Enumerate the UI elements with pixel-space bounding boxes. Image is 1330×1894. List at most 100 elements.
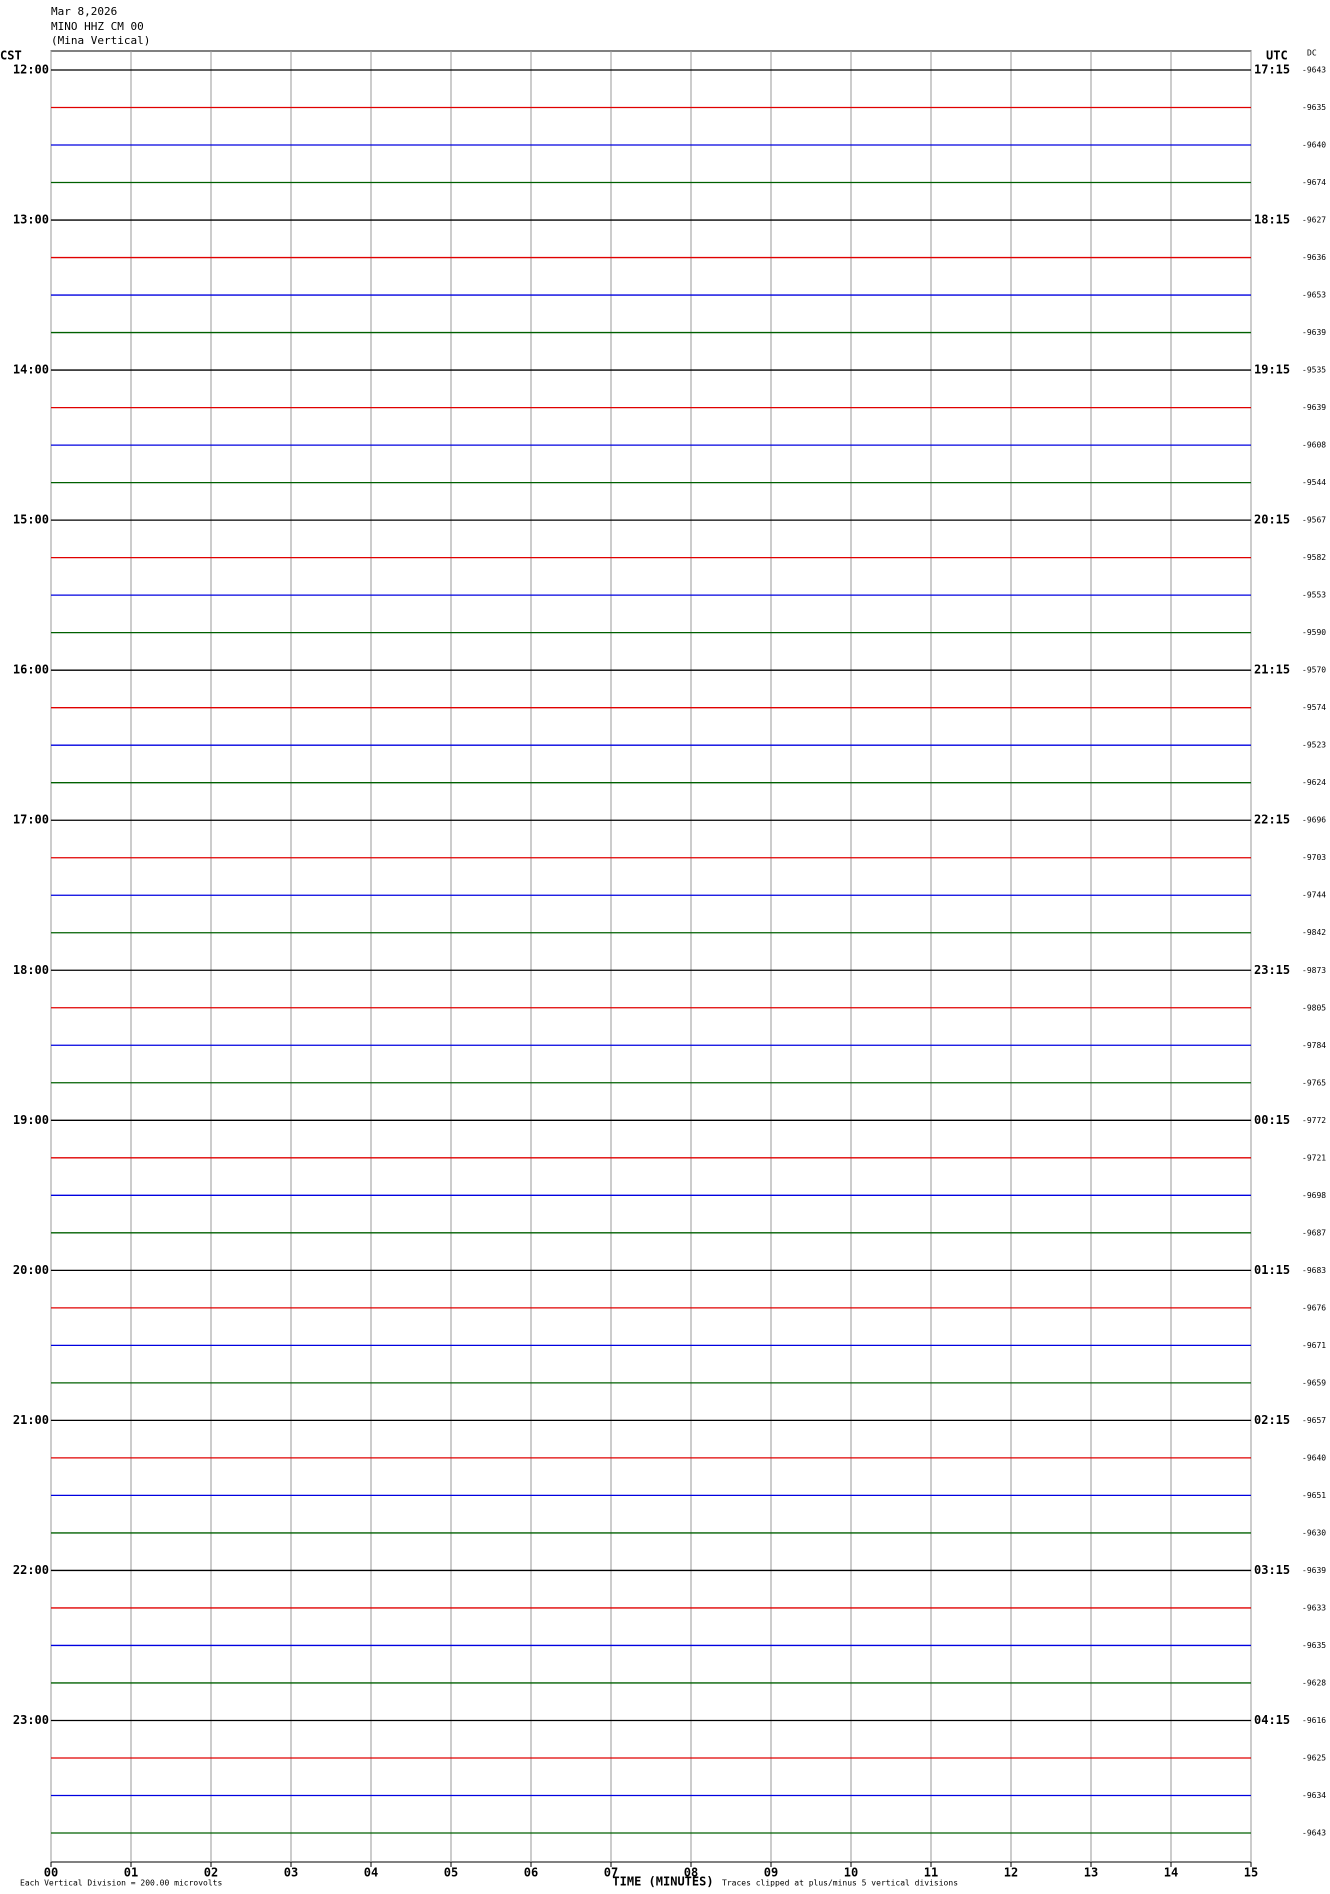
dc-value: -9535: [1302, 366, 1326, 375]
utc-time-label: 17:15: [1254, 63, 1290, 77]
title-line: (Mina Vertical): [51, 34, 150, 47]
dc-value: -9653: [1302, 291, 1326, 300]
dc-value: -9590: [1302, 628, 1326, 637]
dc-value: -9659: [1302, 1378, 1326, 1387]
dc-value: -9635: [1302, 103, 1326, 112]
cst-time-label: 16:00: [13, 663, 49, 677]
cst-time-label: 22:00: [13, 1563, 49, 1577]
dc-value: -9674: [1302, 178, 1326, 187]
dc-value: -9608: [1302, 441, 1326, 450]
x-tick-label: 01: [124, 1866, 138, 1880]
note-left: Each Vertical Division = 200.00 microvol…: [20, 1879, 222, 1888]
cst-time-label: 21:00: [13, 1413, 49, 1427]
dc-value: -9640: [1302, 1453, 1326, 1462]
dc-label: DC: [1307, 49, 1317, 58]
utc-time-label: 23:15: [1254, 963, 1290, 977]
x-tick-label: 10: [844, 1866, 858, 1880]
x-tick-label: 12: [1004, 1866, 1018, 1880]
dc-value: -9616: [1302, 1716, 1326, 1725]
x-tick-label: 13: [1084, 1866, 1098, 1880]
dc-value: -9635: [1302, 1641, 1326, 1650]
title-line: Mar 8,2026: [51, 5, 117, 18]
cst-time-label: 17:00: [13, 813, 49, 827]
x-tick-label: 11: [924, 1866, 938, 1880]
dc-value: -9544: [1302, 478, 1326, 487]
utc-time-label: 00:15: [1254, 1113, 1290, 1127]
cst-time-label: 15:00: [13, 513, 49, 527]
utc-time-label: 18:15: [1254, 213, 1290, 227]
cst-time-label: 18:00: [13, 963, 49, 977]
cst-time-label: 13:00: [13, 213, 49, 227]
dc-value: -9639: [1302, 403, 1326, 412]
cst-time-label: 19:00: [13, 1113, 49, 1127]
right-axis-label: UTC: [1266, 49, 1288, 63]
utc-time-label: 02:15: [1254, 1413, 1290, 1427]
dc-value: -9630: [1302, 1528, 1326, 1537]
cst-time-label: 20:00: [13, 1263, 49, 1277]
dc-value: -9639: [1302, 328, 1326, 337]
dc-value: -9873: [1302, 966, 1326, 975]
dc-value: -9633: [1302, 1603, 1326, 1612]
utc-time-label: 04:15: [1254, 1713, 1290, 1727]
dc-value: -9643: [1302, 1829, 1326, 1838]
x-tick-label: 07: [604, 1866, 618, 1880]
dc-value: -9640: [1302, 141, 1326, 150]
dc-value: -9570: [1302, 666, 1326, 675]
dc-value: -9765: [1302, 1078, 1326, 1087]
dc-value: -9671: [1302, 1341, 1326, 1350]
x-tick-label: 15: [1244, 1866, 1258, 1880]
dc-value: -9721: [1302, 1153, 1326, 1162]
dc-value: -9627: [1302, 216, 1326, 225]
dc-value: -9683: [1302, 1266, 1326, 1275]
x-tick-label: 02: [204, 1866, 218, 1880]
cst-time-label: 14:00: [13, 363, 49, 377]
x-tick-label: 08: [684, 1866, 698, 1880]
x-axis-label: TIME (MINUTES): [612, 1875, 713, 1889]
x-tick-label: 00: [44, 1866, 58, 1880]
title-line: MINO HHZ CM 00: [51, 20, 144, 33]
dc-value: -9698: [1302, 1191, 1326, 1200]
cst-time-label: 23:00: [13, 1713, 49, 1727]
x-tick-label: 14: [1164, 1866, 1178, 1880]
x-tick-label: 09: [764, 1866, 778, 1880]
dc-value: -9523: [1302, 741, 1326, 750]
dc-value: -9805: [1302, 1003, 1326, 1012]
utc-time-label: 20:15: [1254, 513, 1290, 527]
utc-time-label: 03:15: [1254, 1563, 1290, 1577]
dc-value: -9553: [1302, 591, 1326, 600]
dc-value: -9676: [1302, 1303, 1326, 1312]
dc-value: -9639: [1302, 1566, 1326, 1575]
plot-frame: [50, 50, 1252, 1863]
x-tick-label: 03: [284, 1866, 298, 1880]
dc-value: -9567: [1302, 516, 1326, 525]
dc-value: -9703: [1302, 853, 1326, 862]
dc-value: -9842: [1302, 928, 1326, 937]
utc-time-label: 21:15: [1254, 663, 1290, 677]
x-tick-label: 06: [524, 1866, 538, 1880]
dc-value: -9687: [1302, 1228, 1326, 1237]
dc-value: -9574: [1302, 703, 1326, 712]
utc-time-label: 19:15: [1254, 363, 1290, 377]
dc-value: -9625: [1302, 1753, 1326, 1762]
dc-value: -9643: [1302, 66, 1326, 75]
dc-value: -9634: [1302, 1791, 1326, 1800]
x-tick-label: 05: [444, 1866, 458, 1880]
dc-value: -9696: [1302, 816, 1326, 825]
dc-value: -9657: [1302, 1416, 1326, 1425]
cst-time-label: 12:00: [13, 63, 49, 77]
dc-value: -9744: [1302, 891, 1326, 900]
note-right: Traces clipped at plus/minus 5 vertical …: [722, 1879, 958, 1888]
dc-value: -9624: [1302, 778, 1326, 787]
utc-time-label: 01:15: [1254, 1263, 1290, 1277]
dc-value: -9582: [1302, 553, 1326, 562]
x-tick-label: 04: [364, 1866, 378, 1880]
dc-value: -9772: [1302, 1116, 1326, 1125]
dc-value: -9628: [1302, 1678, 1326, 1687]
dc-value: -9636: [1302, 253, 1326, 262]
dc-value: -9784: [1302, 1041, 1326, 1050]
left-axis-label: CST: [0, 49, 22, 63]
utc-time-label: 22:15: [1254, 813, 1290, 827]
dc-value: -9651: [1302, 1491, 1326, 1500]
